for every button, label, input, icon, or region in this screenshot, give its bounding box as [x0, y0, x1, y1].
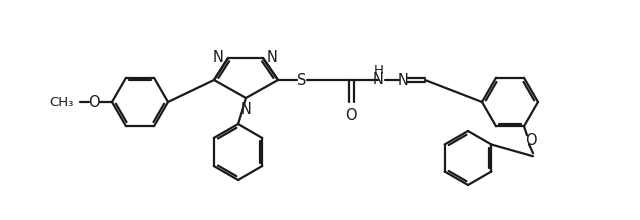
Text: N: N: [397, 73, 408, 88]
Text: N: N: [267, 50, 278, 64]
Text: N: N: [213, 50, 224, 64]
Text: N: N: [372, 72, 383, 86]
Text: N: N: [241, 102, 252, 117]
Text: O: O: [525, 133, 537, 148]
Text: O: O: [345, 108, 357, 123]
Text: CH₃: CH₃: [50, 95, 74, 108]
Text: S: S: [298, 73, 307, 88]
Text: H: H: [374, 64, 384, 77]
Text: O: O: [88, 95, 100, 110]
